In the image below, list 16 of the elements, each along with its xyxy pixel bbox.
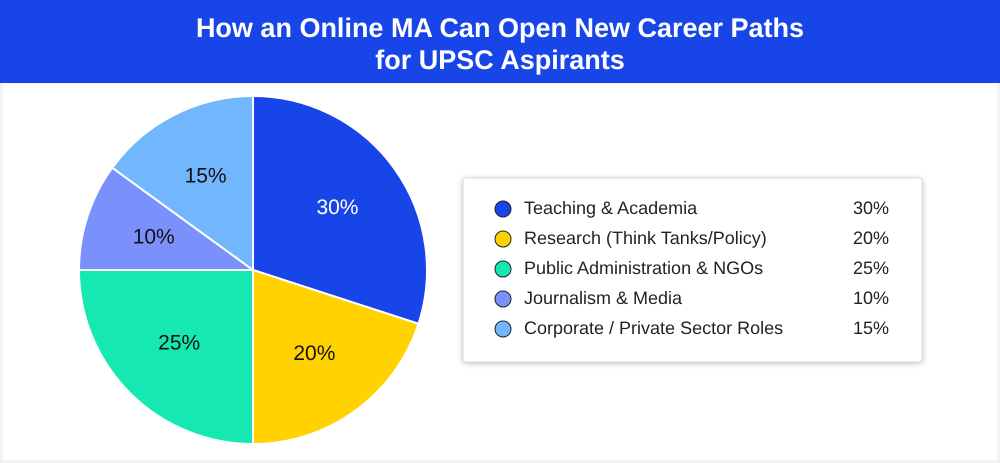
text: 10%	[853, 288, 890, 308]
chart-title: How an Online MA Can Open New Career Paths for UPSC Aspirants	[196, 13, 804, 76]
text: 25%	[853, 258, 890, 278]
text: 30%	[853, 198, 890, 218]
text: 15%	[853, 318, 890, 338]
legend-label: Teaching & Academia	[524, 198, 698, 218]
text: 20%	[853, 228, 890, 248]
data-label: 30%	[316, 196, 358, 220]
data-label: 10%	[132, 225, 175, 248]
legend-label: Research (Think Tanks/Policy)	[524, 228, 767, 248]
legend-label: Corporate / Private Sector Roles	[524, 318, 784, 338]
data-label: 25%	[158, 331, 200, 354]
data-label: 20%	[293, 342, 336, 366]
legend-label: Public Administration & NGOs	[524, 258, 764, 278]
legend-label: Journalism & Media	[524, 288, 684, 308]
data-label: 15%	[184, 164, 227, 188]
